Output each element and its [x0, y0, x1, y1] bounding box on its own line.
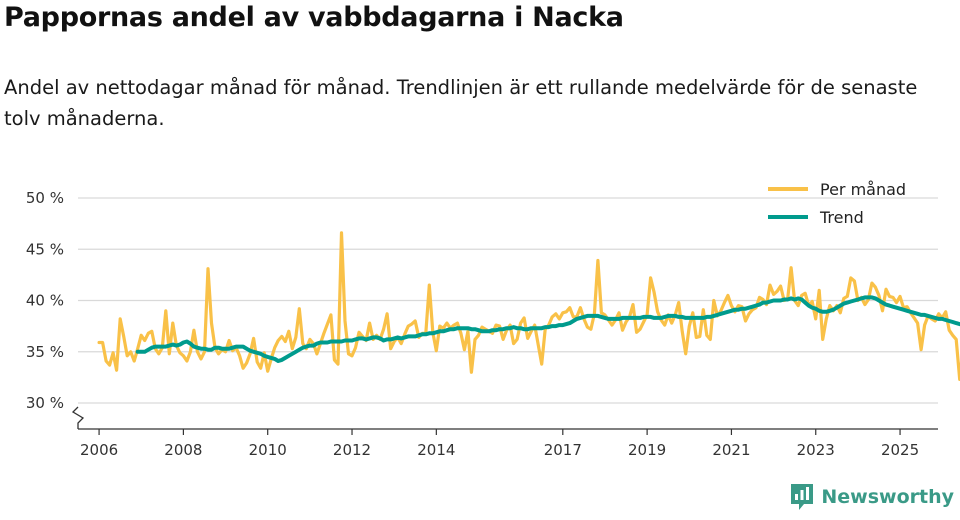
- x-tick-label: 2012: [333, 441, 371, 459]
- x-tick-label: 2010: [249, 441, 287, 459]
- axis-break-icon: [71, 406, 85, 429]
- brand-name: Newsworthy: [821, 486, 954, 508]
- x-tick-label: 2023: [797, 441, 835, 459]
- y-tick-label: 30 %: [26, 394, 64, 412]
- y-tick-label: 50 %: [26, 189, 64, 207]
- chart-title: Pappornas andel av vabbdagarna i Nacka: [4, 2, 624, 33]
- x-tick-label: 2019: [628, 441, 666, 459]
- chart-subtitle: Andel av nettodagar månad för månad. Tre…: [4, 76, 918, 130]
- y-tick-label: 45 %: [26, 240, 64, 258]
- x-tick-label: 2008: [164, 441, 202, 459]
- x-tick-label: 2021: [712, 441, 750, 459]
- series-line-trend: [135, 295, 960, 363]
- y-tick-label: 40 %: [26, 292, 64, 310]
- x-tick-label: 2017: [544, 441, 582, 459]
- y-tick-label: 35 %: [26, 343, 64, 361]
- brand: Newsworthy: [789, 482, 954, 512]
- series-line-per-manad: [97, 231, 960, 381]
- x-tick-label: 2025: [881, 441, 919, 459]
- x-tick-label: 2014: [417, 441, 455, 459]
- x-tick-label: 2006: [80, 441, 118, 459]
- legend-label: Trend: [819, 208, 864, 227]
- newsworthy-logo-icon: [791, 484, 814, 510]
- legend-label: Per månad: [820, 180, 906, 199]
